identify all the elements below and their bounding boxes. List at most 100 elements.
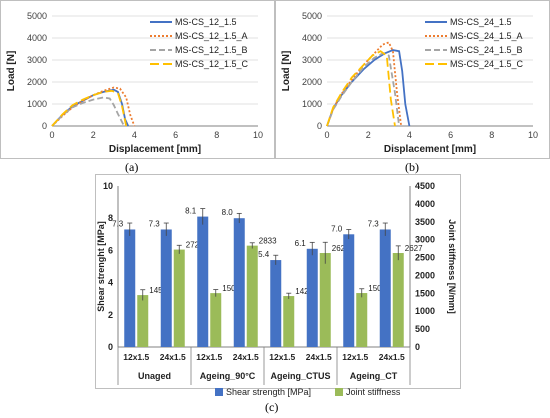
chart-b-series-line-4 [326,50,396,127]
chart-c-stiffness-data-label: 2627 [332,244,350,253]
chart-c-category-label: 24x1.5 [233,352,259,362]
chart-c-stiffness-bar [137,295,149,347]
chart-a-legend-label: MS-CS_12_1.5_B [175,45,248,55]
chart-b-x-axis-label: Displacement [mm] [384,144,476,155]
chart-c-shear-bar [306,248,318,347]
chart-a-legend-label: MS-CS_12_1.5_A [175,31,248,41]
chart-c-shear-data-label: 5.4 [258,250,270,259]
bar-chart-c-plot: 0 2 4 6 8 10 0 500 1000 1500 2000 2500 3000 3500 4000 4… [95,174,461,397]
chart-c-stiffness-bar [173,249,185,347]
chart-b-legend-label: MS-CS_24_1.5_C [450,59,524,69]
chart-c-y2-tick-label: 0 [415,342,420,352]
chart-c-stiffness-data-label: 1424 [295,287,313,296]
chart-b-y-tick-label: 3000 [302,55,322,65]
line-chart-b-plot: 0 1000 2000 3000 4000 5000 0 2 4 6 8 10 Displacement… [275,0,550,159]
chart-a-series-line-3 [51,96,125,127]
chart-c-stiffness-data-label: 1451 [149,286,167,295]
chart-c-shear-data-label: 7.0 [331,224,343,233]
chart-a-frame [0,0,275,159]
chart-c-category-label: 24x1.5 [306,352,332,362]
chart-c-y2-tick-label: 4500 [415,181,435,191]
panel-label-b: (b) [405,160,419,174]
chart-a-x-tick-label: 4 [132,130,137,140]
chart-c-shear-bar [270,260,282,347]
line-chart-a: 0 1000 2000 3000 4000 5000 0 2 4 6 8 10 Displacement… [0,0,275,185]
chart-c-stiffness-bar [392,253,404,347]
chart-c-stiffness-data-label: 2833 [259,237,277,246]
bar-chart-c: 0 2 4 6 8 10 0 500 1000 1500 2000 2500 3000 3500 4000 4… [0,172,550,418]
chart-c-shear-bar [379,229,391,347]
chart-a-y-axis-label: Load [N] [6,51,17,92]
chart-a-series-line-2 [51,86,136,127]
chart-a-legend-label: MS-CS_12_1.5_C [175,59,249,69]
chart-c-stiffness-data-label: 2723 [186,241,204,250]
chart-b-legend-label: MS-CS_24_1.5 [450,17,512,27]
chart-c-legend-swatch-stiffness [335,388,343,396]
chart-c-shear-data-label: 7.3 [149,219,161,228]
chart-c-y2-tick-label: 1000 [415,306,435,316]
chart-a-series-line-4 [51,89,128,127]
chart-c-stiffness-bar [246,245,258,347]
line-chart-b: 0 1000 2000 3000 4000 5000 0 2 4 6 8 10 Displacement… [275,0,550,185]
chart-c-y2-tick-label: 3000 [415,235,435,245]
chart-c-category-label: 12x1.5 [269,352,295,362]
chart-b-x-tick-label: 2 [366,130,371,140]
chart-c-y-tick-label: 6 [108,245,113,255]
chart-a-y-tick-label: 1000 [27,99,47,109]
chart-a-y-tick-label: 4000 [27,33,47,43]
chart-c-category-label: 12x1.5 [196,352,222,362]
chart-c-shear-bar [197,216,209,347]
chart-c-legend-swatch-shear [215,388,223,396]
chart-c-shear-data-label: 7.3 [368,219,380,228]
chart-b-legend-label: MS-CS_24_1.5_A [450,31,523,41]
chart-b-y-tick-label: 5000 [302,11,322,21]
chart-a-x-tick-label: 2 [91,130,96,140]
chart-c-y2-axis-label: Joint stiffness [N/mm] [447,219,457,314]
chart-a-y-tick-label: 2000 [27,77,47,87]
chart-a-y-tick-label: 3000 [27,55,47,65]
chart-c-y2-tick-label: 500 [415,324,430,334]
chart-a-y-tick-label: 5000 [27,11,47,21]
chart-c-y2-tick-label: 2500 [415,253,435,263]
chart-c-y-tick-label: 8 [108,213,113,223]
chart-b-y-tick-label: 1000 [302,99,322,109]
chart-c-stiffness-bar [210,293,222,347]
chart-c-shear-bar [343,234,355,347]
chart-b-x-tick-label: 4 [407,130,412,140]
chart-b-y-tick-label: 4000 [302,33,322,43]
chart-c-y2-tick-label: 2000 [415,270,435,280]
chart-c-shear-bar [160,229,172,347]
chart-c-stiffness-bar [356,293,368,347]
chart-c-group-label: Ageing_90°C [200,371,256,381]
chart-c-group-label: Ageing_CT [350,371,398,381]
chart-a-x-tick-label: 6 [173,130,178,140]
chart-c-stiffness-data-label: 2627 [405,244,423,253]
chart-a-x-tick-label: 10 [253,130,263,140]
chart-c-y-tick-label: 10 [103,181,113,191]
chart-c-group-label: Unaged [138,371,171,381]
chart-b-legend-label: MS-CS_24_1.5_B [450,45,523,55]
chart-b-series-line-3 [326,52,400,127]
chart-a-x-axis-label: Displacement [mm] [109,144,201,155]
chart-c-category-label: 24x1.5 [160,352,186,362]
chart-c-category-label: 24x1.5 [379,352,405,362]
chart-b-x-tick-label: 10 [528,130,538,140]
chart-c-stiffness-data-label: 1506 [222,284,240,293]
panel-label-c: (c) [265,400,279,414]
chart-b-x-tick-label: 6 [448,130,453,140]
chart-c-y2-tick-label: 3500 [415,217,435,227]
chart-b-y-tick-label: 0 [317,121,322,131]
chart-c-stiffness-data-label: 1508 [368,284,386,293]
chart-c-y2-tick-label: 1500 [415,288,435,298]
chart-c-shear-data-label: 8.0 [222,208,234,217]
chart-c-stiffness-bar [319,253,331,347]
chart-c-y2-tick-label: 4000 [415,199,435,209]
chart-a-y-tick-label: 0 [42,121,47,131]
chart-c-y-axis-label: Shear strenght [MPa] [96,221,106,312]
chart-c-shear-data-label: 7.3 [112,219,124,228]
chart-c-y-tick-label: 2 [108,310,113,320]
line-chart-a-plot: 0 1000 2000 3000 4000 5000 0 2 4 6 8 10 Displacement… [0,0,275,159]
chart-b-y-axis-label: Load [N] [281,51,292,92]
chart-c-shear-data-label: 6.1 [295,239,307,248]
chart-a-legend-label: MS-CS_12_1.5 [175,17,237,27]
